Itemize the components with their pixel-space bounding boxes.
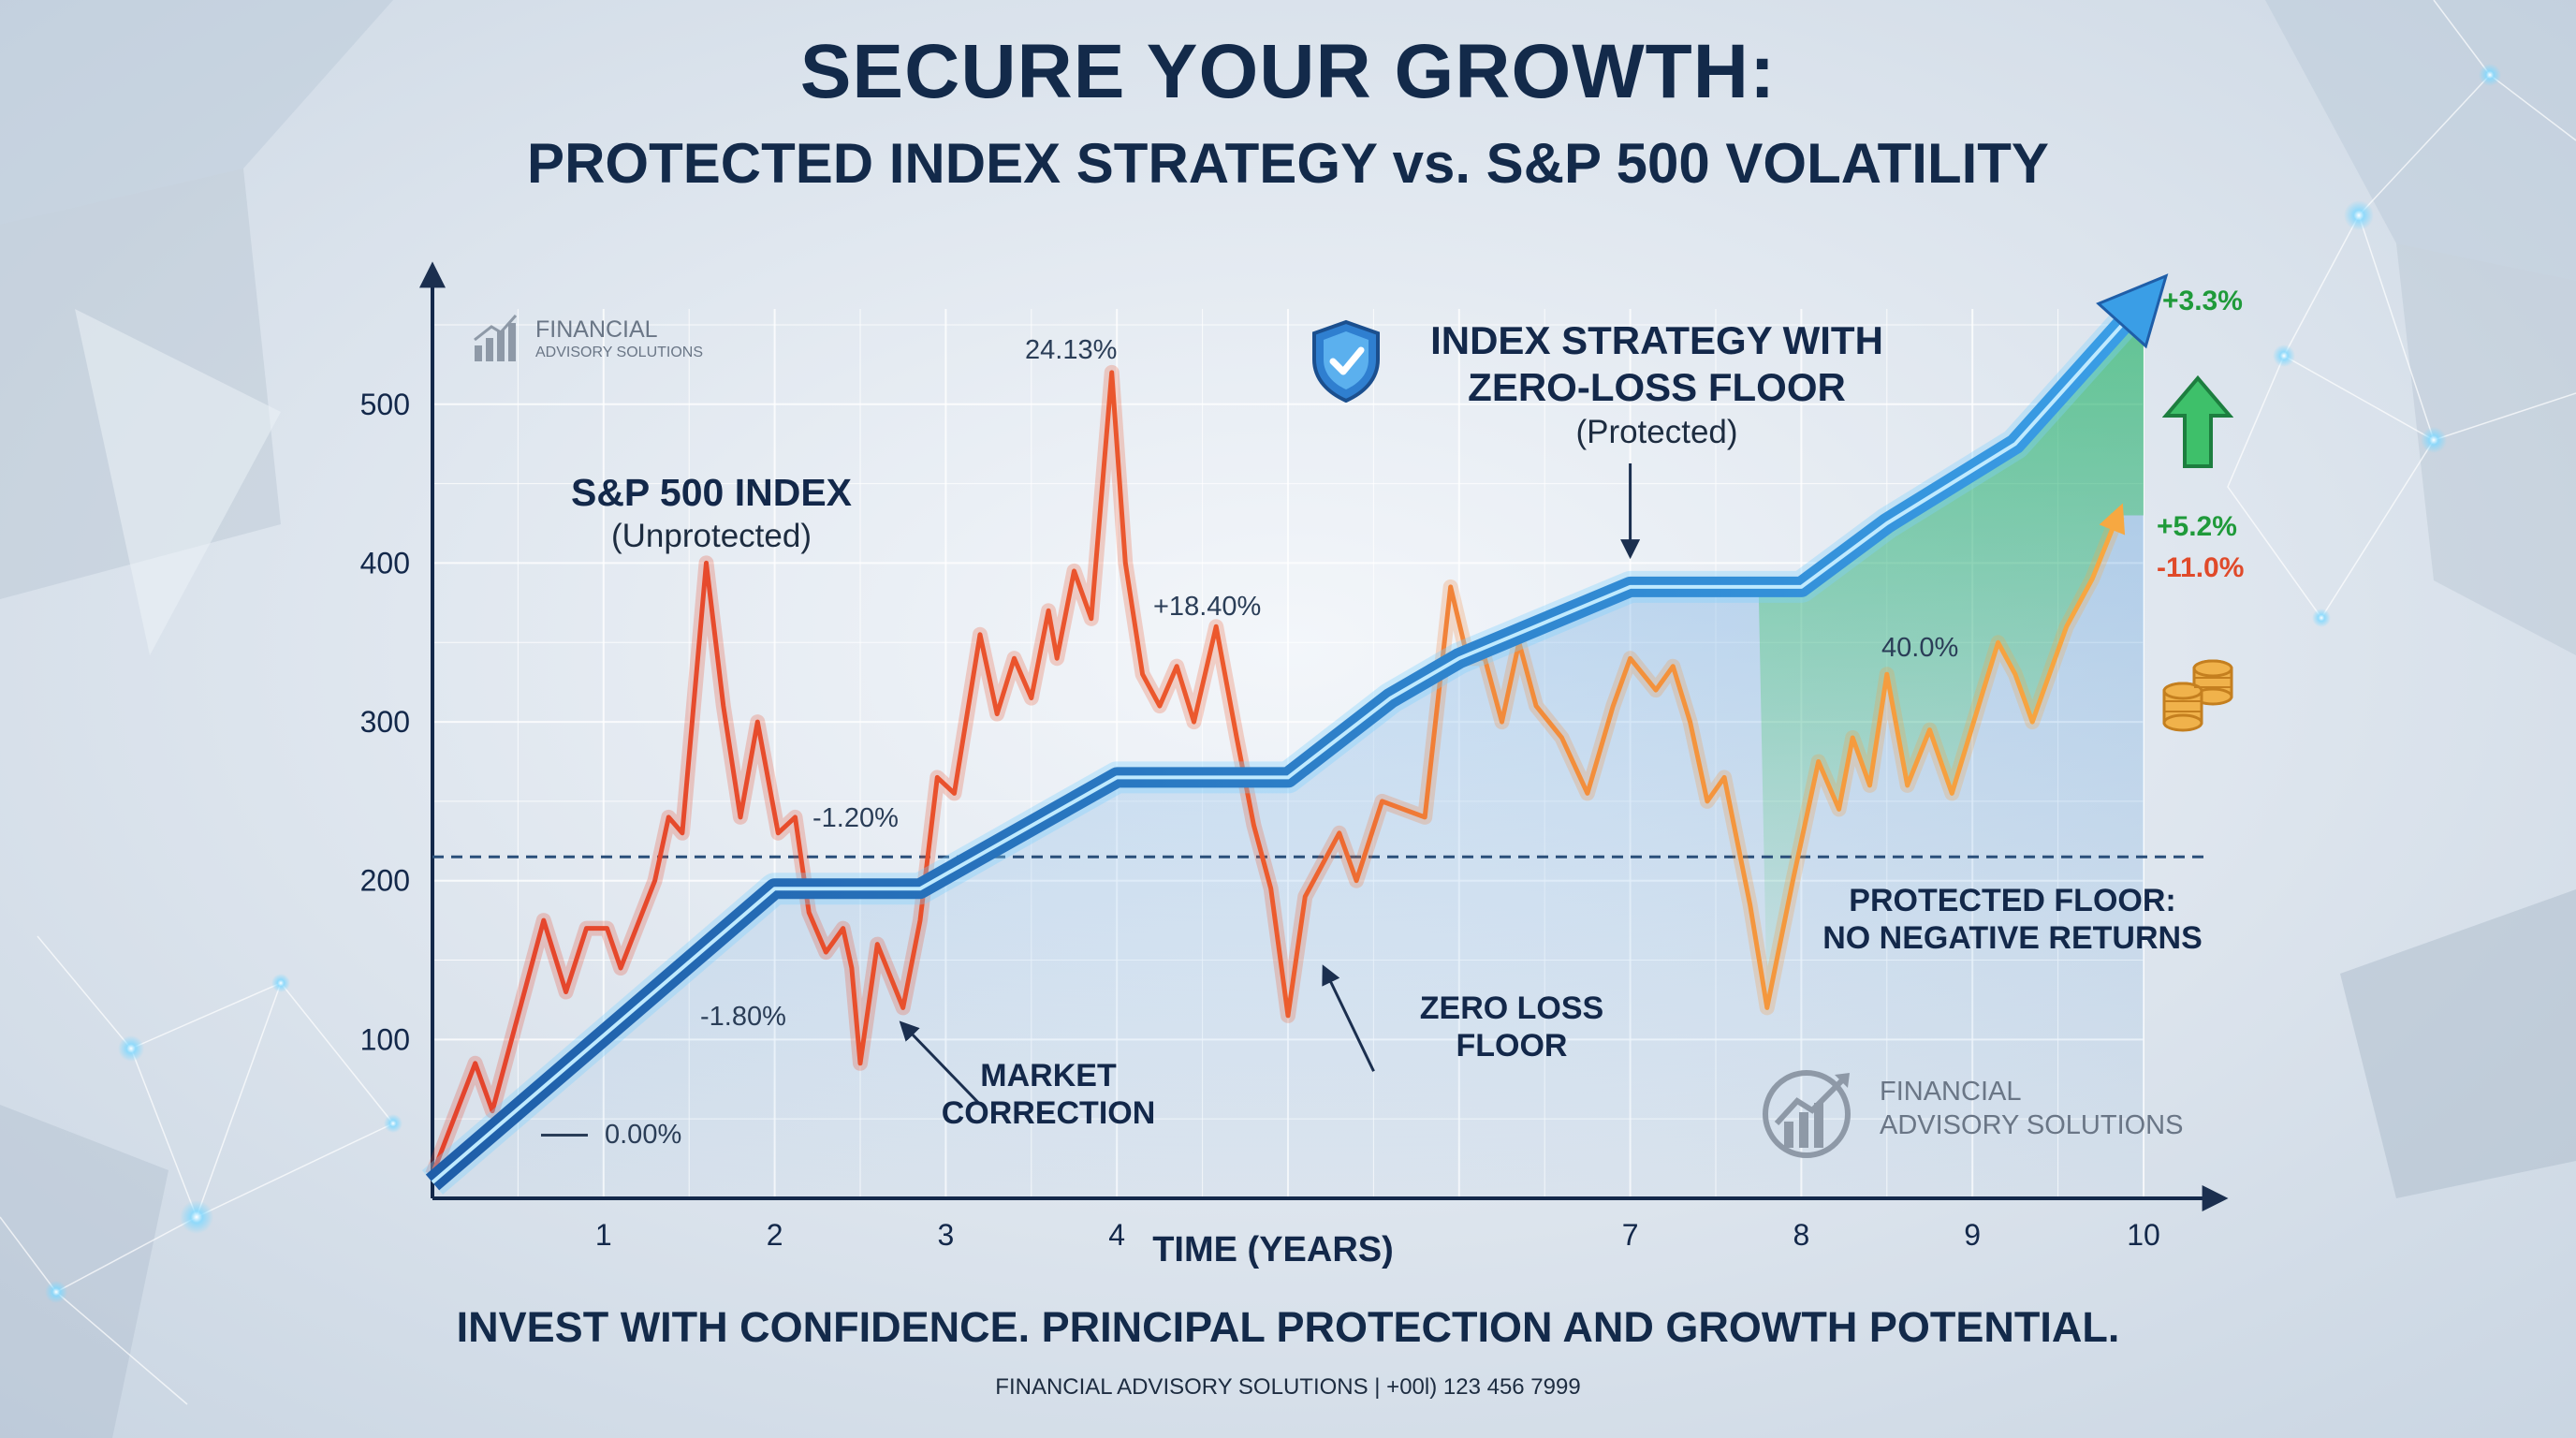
x-tick-label: 3	[938, 1218, 955, 1252]
peak-value-label: 24.13%	[1025, 335, 1118, 365]
index-series-note: (Protected)	[1575, 414, 1738, 450]
value-label-5: 40.0%	[1881, 633, 1959, 663]
loss-mid-label: -11.0%	[2157, 552, 2245, 583]
value-label-1: +18.40%	[1153, 592, 1262, 622]
y-tick-label: 500	[360, 388, 410, 421]
floor-label-line2: NO NEGATIVE RETURNS	[1822, 920, 2203, 956]
logo-small-line1: FINANCIAL	[535, 316, 658, 343]
index-series-arrowhead	[2096, 273, 2169, 349]
page-title: SECURE YOUR GROWTH:	[799, 29, 1777, 114]
gain-top-label: +3.3%	[2162, 286, 2243, 316]
value-4-leader	[541, 1134, 588, 1137]
page-subtitle: PROTECTED INDEX STRATEGY vs. S&P 500 VOL…	[527, 132, 2049, 195]
market-correction-line1: MARKET	[980, 1058, 1117, 1093]
index-series-highlight	[431, 300, 2145, 1184]
y-tick-label: 300	[360, 705, 410, 739]
x-tick-label: 2	[767, 1218, 783, 1252]
x-tick-label: 4	[1108, 1218, 1125, 1252]
bar-chart-logo-icon	[473, 312, 520, 363]
logo-small-line2: ADVISORY SOLUTIONS	[535, 345, 704, 360]
market-correction-line2: CORRECTION	[941, 1095, 1156, 1131]
index-series-label-line1: INDEX STRATEGY WITH	[1430, 318, 1883, 362]
gain-area-fill	[1758, 301, 2144, 1008]
shield-check-icon	[1310, 318, 1382, 404]
zero-loss-arrow	[1322, 964, 1375, 1072]
sp500-series-arrowhead	[2099, 503, 2126, 536]
logo-large-line2: ADVISORY SOLUTIONS	[1880, 1110, 2184, 1140]
footer-contact: FINANCIAL ADVISORY SOLUTIONS | +00l) 123…	[995, 1374, 1581, 1400]
x-tick-label: 10	[2127, 1218, 2160, 1252]
value-label-2: -1.20%	[812, 803, 899, 833]
sp500-series-note: (Unprotected)	[611, 518, 812, 554]
zero-loss-callout-line1: ZERO LOSS	[1419, 990, 1604, 1026]
y-tick-label: 400	[360, 546, 410, 580]
value-label-4: 0.00%	[605, 1120, 682, 1150]
logo-large-line1: FINANCIAL	[1880, 1077, 2022, 1107]
market-correction-arrow	[899, 1020, 980, 1105]
coin-stack-icon	[2159, 655, 2237, 734]
x-axis-label: TIME (YEARS)	[1152, 1230, 1394, 1269]
x-tick-label: 9	[1964, 1218, 1981, 1252]
sp500-series-line	[430, 370, 2120, 1176]
protected-area-fill	[432, 301, 2144, 1198]
footer-tagline: INVEST WITH CONFIDENCE. PRINCIPAL PROTEC…	[456, 1303, 2120, 1351]
x-tick-label: 1	[595, 1218, 612, 1252]
sp500-series-label: S&P 500 INDEX	[570, 471, 853, 514]
floor-label-line1: PROTECTED FLOOR:	[1849, 883, 2176, 918]
y-tick-label: 200	[360, 864, 410, 898]
zero-loss-callout-line2: FLOOR	[1456, 1028, 1568, 1064]
up-arrow-icon	[2161, 374, 2234, 472]
x-tick-label: 7	[1622, 1218, 1639, 1252]
x-tick-label: 8	[1793, 1218, 1810, 1252]
gain-mid-label: +5.2%	[2157, 511, 2237, 542]
index-series-label-line2: ZERO-LOSS FLOOR	[1468, 365, 1846, 409]
value-label-3: -1.80%	[700, 1002, 786, 1032]
growth-logo-icon	[1760, 1065, 1863, 1159]
y-tick-label: 100	[360, 1022, 410, 1056]
